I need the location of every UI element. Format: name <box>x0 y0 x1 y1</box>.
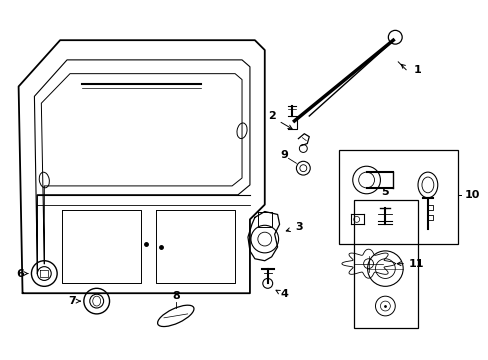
Text: 11: 11 <box>407 259 423 269</box>
Text: 3: 3 <box>295 222 303 232</box>
Text: 1: 1 <box>413 65 421 75</box>
Bar <box>338 150 457 244</box>
Text: 4: 4 <box>280 289 288 299</box>
Text: 8: 8 <box>172 291 179 301</box>
Text: 7: 7 <box>68 296 76 306</box>
Text: 6: 6 <box>17 269 24 279</box>
Text: 2: 2 <box>267 111 275 121</box>
Text: 9: 9 <box>280 150 288 161</box>
Text: 10: 10 <box>464 190 479 200</box>
Text: 5: 5 <box>381 187 388 197</box>
Bar <box>353 200 417 328</box>
